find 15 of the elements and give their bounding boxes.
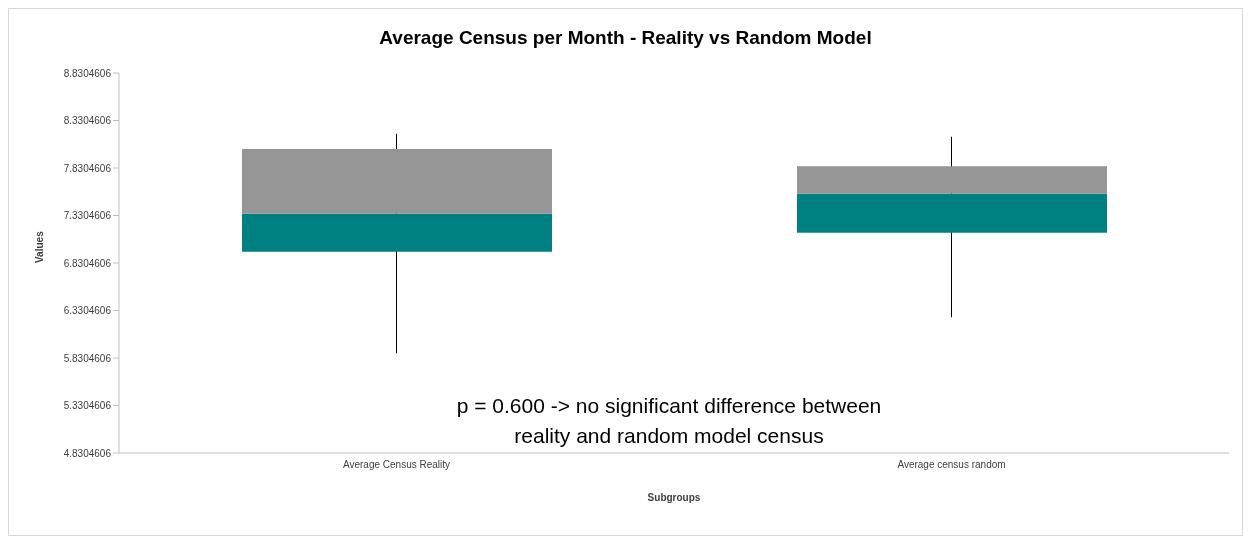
y-tick-label: 5.8304606 xyxy=(63,352,112,364)
y-axis-title: Values xyxy=(33,230,45,263)
x-tick-label: Average census random xyxy=(897,459,1006,471)
y-tick-label: 7.3304606 xyxy=(63,210,112,222)
x-tick-label: Average Census Reality xyxy=(342,459,451,471)
y-tick-label: 8.8304606 xyxy=(63,67,112,79)
y-tick-label: 4.8304606 xyxy=(63,447,112,459)
y-tick-label: 7.8304606 xyxy=(63,162,112,174)
y-tick-label: 6.3304606 xyxy=(63,305,112,317)
x-axis-title: Subgroups xyxy=(647,492,701,503)
y-tick-label: 6.8304606 xyxy=(63,257,112,269)
y-tick-label: 8.3304606 xyxy=(63,115,112,127)
annotation: p = 0.600 -> no significant difference between reality and random model census xyxy=(455,393,883,449)
chart-title: Average Census per Month - Reality vs Random Model xyxy=(378,26,873,50)
y-tick-label: 5.3304606 xyxy=(63,400,112,412)
